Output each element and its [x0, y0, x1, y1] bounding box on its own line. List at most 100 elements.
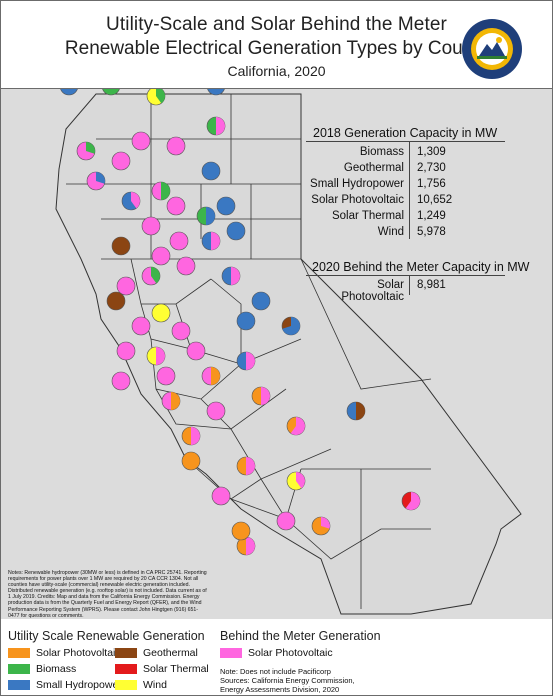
map-panel: 2018 Generation Capacity in MW 2020 Behi… — [1, 88, 552, 620]
capacity-btm-divider — [409, 275, 410, 295]
county-pie — [166, 196, 186, 216]
capacity-2018-heading: 2018 Generation Capacity in MW — [313, 126, 498, 140]
county-pie — [276, 511, 296, 531]
capacity-btm-rule — [306, 275, 505, 276]
county-pie — [156, 366, 176, 386]
legend-source-line1: Sources: California Energy Commission, — [220, 676, 355, 685]
county-pie-slice — [261, 387, 270, 405]
county-pie — [176, 256, 196, 276]
county-pie-slice — [96, 172, 105, 184]
legend-label: Solar Photovoltaic — [36, 647, 121, 659]
county-pie — [211, 486, 231, 506]
california-outline — [55, 93, 522, 615]
capacity-2018-value: 1,309 — [417, 146, 446, 158]
county-pie-slice — [161, 182, 170, 200]
map-notes: Notes: Renewable hydropower (30MW or les… — [8, 570, 207, 619]
county-pie — [201, 161, 221, 181]
btm-row-value: 8,981 — [417, 279, 446, 291]
btm-row-label: Solar Photovoltaic — [341, 279, 404, 303]
capacity-2018-label: Solar Photovoltaic — [311, 194, 404, 206]
county-pie-slice — [216, 117, 225, 135]
county-pie — [131, 316, 151, 336]
legend-label: Solar Thermal — [143, 663, 209, 675]
capacity-btm-heading: 2020 Behind the Meter Capacity in MW — [312, 260, 530, 274]
legend-source-line2: Energy Assessments Division, 2020 — [220, 685, 340, 694]
legend-label: Wind — [143, 679, 167, 691]
legend-item: Small Hydropower — [8, 679, 122, 691]
legend-swatch — [115, 664, 137, 674]
county-pie-slice — [151, 267, 160, 284]
legend-btm-heading: Behind the Meter Generation — [220, 629, 381, 643]
capacity-2018-label: Small Hydropower — [310, 178, 404, 190]
county-pie-slice — [405, 492, 421, 510]
legend-note-pacificorp: Note: Does not include Pacificorp — [220, 667, 331, 676]
county-pie — [216, 196, 236, 216]
county-pie-slice — [282, 317, 300, 335]
legend-swatch — [115, 680, 137, 690]
county-pie-slice — [156, 89, 165, 104]
county-pie-slice — [296, 472, 305, 489]
county-pie-slice — [156, 347, 165, 365]
legend-label: Biomass — [36, 663, 77, 675]
county-pie-slice — [191, 427, 200, 445]
county-pie-slice — [290, 417, 305, 435]
county-pie-slice — [321, 517, 330, 529]
county-pie — [60, 89, 78, 96]
capacity-2018-value: 5,978 — [417, 226, 446, 238]
legend-item: Biomass — [8, 663, 76, 675]
capacity-2018-value: 1,756 — [417, 178, 446, 190]
county-pie-slice — [246, 352, 255, 370]
map-title: Utility-Scale and Solar Behind the Meter — [106, 14, 447, 35]
legend-swatch — [115, 648, 137, 658]
legend-btm-label: Solar Photovoltaic — [248, 647, 333, 659]
legend-swatch — [8, 648, 30, 658]
capacity-2018-label: Biomass — [359, 146, 404, 158]
capacity-2018-value: 1,249 — [417, 210, 446, 222]
map-year: California, 2020 — [227, 63, 326, 79]
legend-swatch — [8, 680, 30, 690]
county-pie-slice — [86, 142, 96, 154]
county-pie — [166, 136, 186, 156]
county-pie — [251, 291, 271, 311]
county-pie-slice — [231, 267, 240, 285]
capacity-2018-label: Geothermal — [343, 162, 404, 174]
county-pie — [141, 216, 161, 236]
county-pie — [116, 276, 136, 296]
county-pie — [236, 311, 256, 331]
legend-item: Wind — [115, 679, 167, 691]
legend-swatch — [8, 664, 30, 674]
county-pie — [102, 89, 120, 96]
legend-btm-item: Solar Photovoltaic — [220, 647, 333, 659]
map-subtitle: Renewable Electrical Generation Types by… — [64, 38, 489, 59]
county-pie — [111, 371, 131, 391]
county-pie — [181, 451, 201, 471]
county-pie-slice — [131, 192, 140, 209]
county-pie — [131, 131, 151, 151]
county-pie-slice — [171, 392, 180, 410]
county-pie — [169, 231, 189, 251]
county-pie — [171, 321, 191, 341]
county-pie-slice — [246, 457, 255, 475]
legend-utility-heading: Utility Scale Renewable Generation — [8, 629, 205, 643]
county-pie-charts — [60, 89, 421, 556]
county-pie — [111, 236, 131, 256]
capacity-2018-value: 2,730 — [417, 162, 446, 174]
legend-item: Solar Photovoltaic — [8, 647, 121, 659]
legend-label: Small Hydropower — [36, 679, 122, 691]
county-pie — [206, 401, 226, 421]
capacity-2018-label: Solar Thermal — [331, 210, 404, 222]
county-pie — [231, 521, 251, 541]
county-pie — [226, 221, 246, 241]
state-seal-icon — [462, 19, 522, 79]
california-county-map — [55, 89, 522, 615]
legend-label: Geothermal — [143, 647, 198, 659]
county-pie — [111, 151, 131, 171]
capacity-2018-rule — [306, 141, 505, 142]
county-pie-slice — [211, 232, 220, 250]
capacity-2018-value: 10,652 — [417, 194, 453, 206]
county-pie-slice — [211, 367, 220, 385]
legend: Utility Scale Renewable Generation Behin… — [1, 619, 552, 694]
legend-item: Geothermal — [115, 647, 198, 659]
county-pie-slice — [246, 537, 255, 555]
capacity-2018-label: Wind — [377, 226, 404, 238]
